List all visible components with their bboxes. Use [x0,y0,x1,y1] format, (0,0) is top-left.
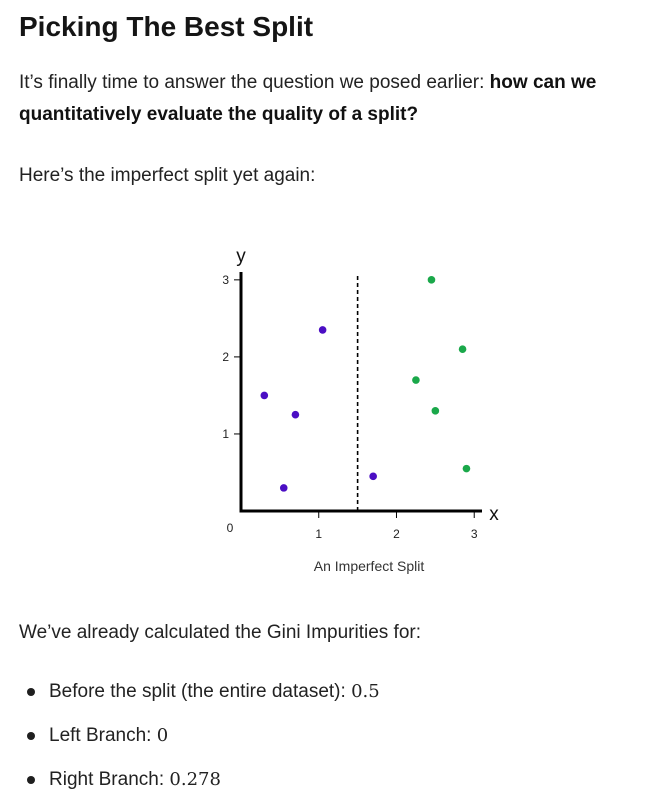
data-point [431,407,440,415]
bullet-label: Before the split (the entire dataset): [49,681,352,702]
y-tick-label: 1 [222,427,229,441]
data-point [291,410,300,419]
bullet-icon [27,688,35,696]
x-tick-label: 3 [471,527,478,541]
y-tick-label: 3 [222,273,229,287]
data-point [427,276,436,284]
page-title: Picking The Best Split [19,11,314,42]
lead-paragraph: Here’s the imperfect split yet again: [19,165,316,186]
intro-text: It’s finally time to answer the question… [19,72,490,93]
data-point [318,326,327,334]
figure-caption: An Imperfect Split [313,558,425,574]
bullet-icon [27,776,35,784]
data-point [458,345,467,353]
data-point [369,472,377,481]
data-point [260,391,269,400]
data-point [279,484,288,492]
intro-paragraph: It’s finally time to answer the question… [19,67,639,131]
list-item: Left Branch: 0 [0,714,658,758]
y-axis-label: y [236,246,246,267]
bullet-value: 0 [156,725,169,746]
bullet-icon [27,732,35,740]
list-item: Before the split (the entire dataset): 0… [0,670,658,714]
scatter-chart: 1 2 3 1 2 3 0 y x [222,246,499,541]
scatter-figure: 1 2 3 1 2 3 0 y x An Imperfect Split [190,238,520,583]
data-points [260,276,471,492]
bullet-label: Right Branch: [49,769,170,790]
summary-paragraph: We’ve already calculated the Gini Impuri… [19,622,421,643]
x-tick-label: 2 [393,527,400,541]
x-tick-label: 1 [315,527,322,541]
intro-question: how can we quantitatively evaluate the q… [19,72,597,125]
y-tick-label: 2 [222,350,229,364]
axes: 1 2 3 1 2 3 0 y x [222,246,499,541]
data-point [412,376,420,384]
x-axis-label: x [489,504,499,525]
bullet-value: 0.5 [351,681,380,702]
bullet-value: 0.278 [169,769,221,790]
bullet-label: Left Branch: [49,725,157,746]
data-point [462,464,471,473]
impurity-list: Before the split (the entire dataset): 0… [0,670,658,802]
list-item: Right Branch: 0.278 [0,758,658,802]
origin-label: 0 [227,521,234,535]
